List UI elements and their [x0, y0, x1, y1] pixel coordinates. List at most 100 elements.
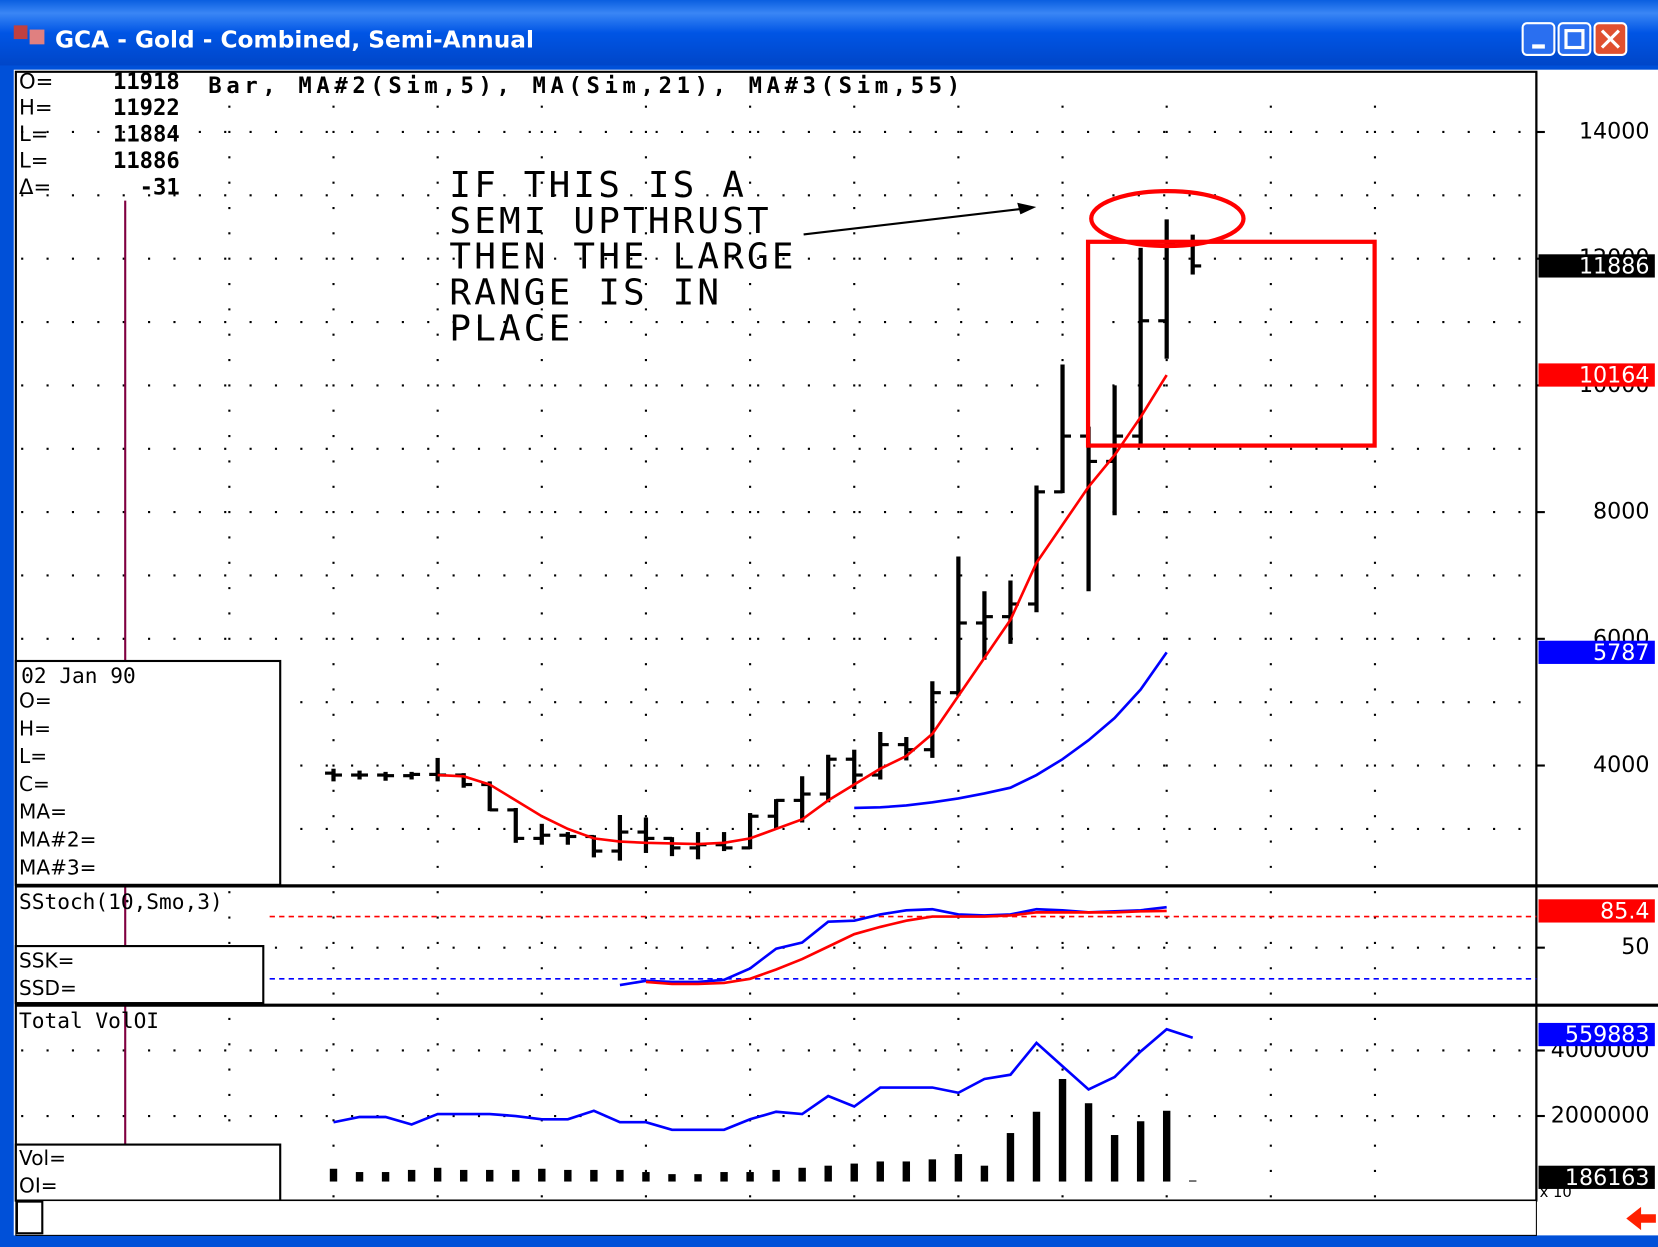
data-box-date: 02 Jan 90 — [21, 663, 136, 688]
chart-area — [13, 69, 1658, 1236]
volume-bar — [538, 1168, 546, 1182]
readout-label: H= — [19, 95, 53, 120]
y-tick-label: 8000 — [1593, 499, 1649, 525]
y-tick-label: 2000000 — [1551, 1103, 1650, 1129]
scroll-arrow[interactable] — [1626, 1206, 1656, 1231]
maximize-button[interactable] — [1557, 22, 1592, 56]
value-tag: 11886 — [1579, 253, 1650, 279]
series-line — [645, 909, 1167, 986]
volume-bar — [694, 1174, 702, 1182]
annotation-line: RANGE IS IN — [449, 273, 722, 314]
readout-value: 11922 — [113, 95, 180, 121]
volume-bar — [616, 1169, 624, 1182]
volume-bar — [1084, 1103, 1093, 1182]
app-icon-part — [29, 29, 45, 45]
annotation-arrow — [803, 208, 1021, 236]
volume-bar — [1136, 1121, 1145, 1182]
data-box-label: C= — [19, 772, 50, 796]
series-line — [437, 374, 1168, 846]
volume-bar — [1058, 1078, 1067, 1182]
volume-bar — [1162, 1110, 1171, 1182]
readout-label: L= — [19, 148, 49, 173]
panel-title: SStoch(10,Smo,3) — [19, 889, 223, 914]
volume-bar — [980, 1165, 989, 1182]
volume-bar — [329, 1168, 338, 1182]
volume-bar — [642, 1172, 650, 1182]
value-tag: 85.4 — [1600, 898, 1649, 924]
volume-bar — [1110, 1135, 1119, 1182]
maximize-icon — [1564, 29, 1585, 50]
value-tag-box — [1538, 1165, 1655, 1189]
panel-title: Total VolOI — [19, 1008, 159, 1033]
data-box — [14, 945, 265, 1005]
value-tag-box — [1538, 640, 1655, 664]
data-box-label: Vol= — [19, 1146, 66, 1170]
volume-bar — [564, 1169, 572, 1182]
readout-label: Δ= — [19, 174, 51, 199]
value-tag-box — [1538, 899, 1655, 923]
volume-bar — [850, 1163, 858, 1182]
volume-bar — [355, 1172, 364, 1182]
volume-bar — [407, 1169, 416, 1182]
volume-bar — [954, 1154, 963, 1182]
readout-label: O= — [19, 68, 53, 93]
volume-bar — [1006, 1133, 1015, 1182]
data-box — [14, 1143, 282, 1202]
data-box-label: SSD= — [19, 976, 77, 1000]
data-box-label: MA#2= — [19, 828, 96, 852]
annotation-line: THEN THE LARGE — [449, 237, 796, 278]
x-axis-strip — [15, 1200, 1537, 1236]
value-tag-box — [1538, 1022, 1655, 1047]
readout-value: 11886 — [113, 148, 180, 174]
title-bar — [0, 0, 1658, 66]
close-icon — [1600, 29, 1620, 49]
readout-label: L= — [19, 121, 49, 146]
series-line — [854, 651, 1168, 810]
arrow-head — [1017, 202, 1037, 215]
volume-bar — [746, 1172, 754, 1182]
annotation-line: PLACE — [449, 309, 573, 350]
volume-bar — [668, 1174, 676, 1182]
readout-value: 11918 — [113, 69, 180, 95]
volume-bar — [590, 1169, 598, 1182]
window-title: GCA - Gold - Combined, Semi-Annual — [55, 27, 534, 54]
value-tag-box — [1538, 254, 1655, 278]
highlight-ellipse — [1089, 189, 1246, 249]
minimize-icon — [1532, 44, 1545, 49]
volume-bar — [459, 1169, 468, 1182]
data-box-label: SSK= — [19, 948, 74, 972]
range-box — [1085, 239, 1377, 448]
readout-value: 11884 — [113, 122, 180, 148]
app-icon — [13, 25, 28, 40]
value-tag-box — [1538, 363, 1655, 387]
annotation-line: IF THIS IS A — [449, 165, 747, 206]
y-tick-label: 14000 — [1579, 118, 1650, 144]
data-box-label: OI= — [19, 1173, 58, 1197]
volume-bar — [798, 1167, 806, 1182]
value-tag: 186163 — [1565, 1165, 1650, 1191]
volume-bar — [1189, 1180, 1197, 1182]
volume-bar — [512, 1169, 520, 1182]
data-box-label: MA= — [19, 800, 67, 824]
minimize-button[interactable] — [1521, 22, 1556, 56]
volume-bar — [772, 1169, 780, 1182]
volume-bar — [928, 1159, 937, 1182]
data-box-label: L= — [19, 744, 47, 768]
value-tag: 10164 — [1579, 363, 1650, 389]
value-tag: 559883 — [1565, 1022, 1650, 1048]
scroll-handle[interactable] — [15, 1200, 44, 1235]
readout-value: -31 — [140, 174, 180, 200]
data-box — [14, 659, 282, 886]
volume-bar — [486, 1169, 494, 1182]
volume-bar — [433, 1167, 442, 1182]
y-tick-label: 4000 — [1593, 752, 1649, 778]
scale-note: x 10 — [1540, 1184, 1572, 1201]
data-box-label: H= — [19, 716, 51, 740]
volume-bar — [720, 1172, 728, 1182]
data-box-label: O= — [19, 689, 52, 713]
volume-bar — [824, 1165, 832, 1182]
value-tag: 5787 — [1593, 640, 1649, 666]
series-line — [333, 1027, 1194, 1132]
y-tick-label: 50 — [1621, 934, 1649, 960]
